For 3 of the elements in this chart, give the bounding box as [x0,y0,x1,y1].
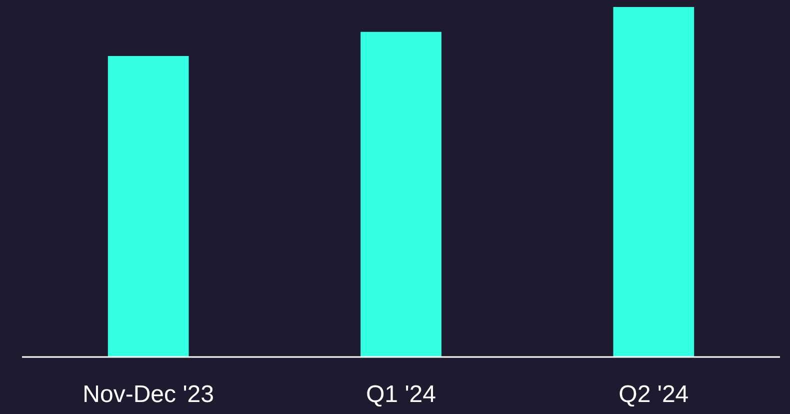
x-tick-label: Nov-Dec '23 [82,381,214,408]
x-tick-label: Q1 '24 [366,381,436,408]
x-tick-label: Q2 '24 [618,381,689,408]
